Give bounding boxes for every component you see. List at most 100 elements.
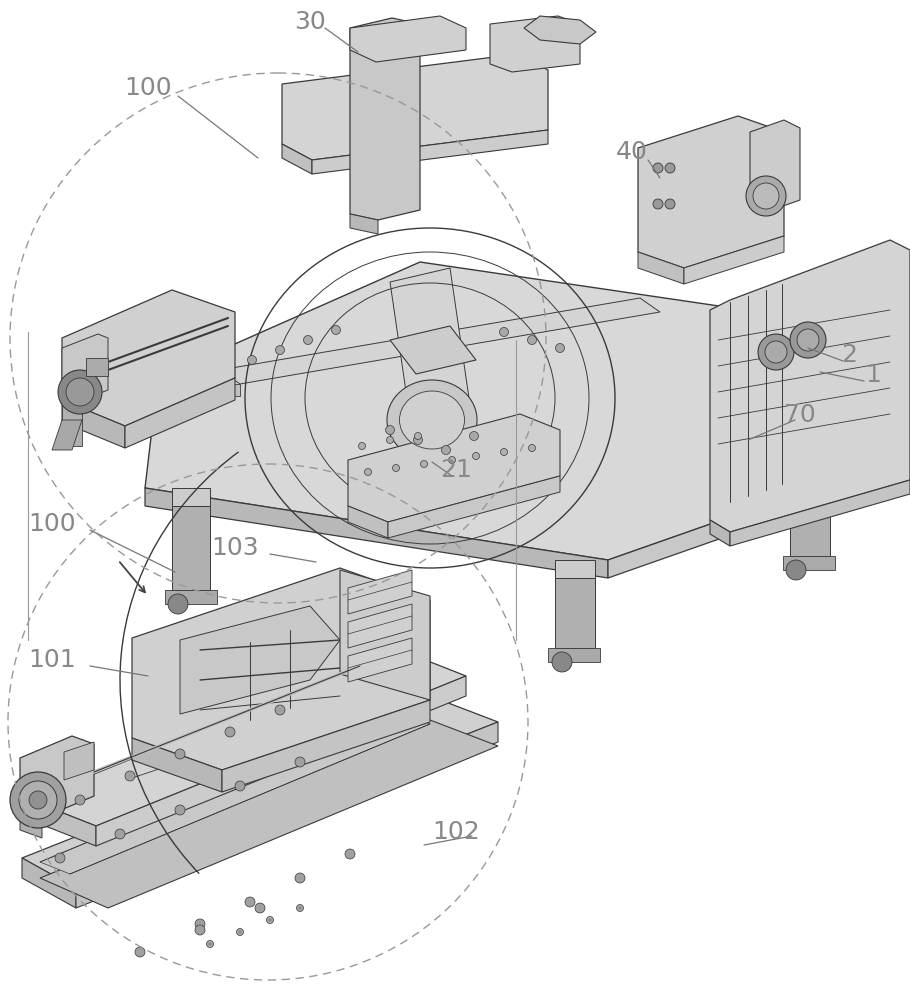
Circle shape	[392, 464, 399, 472]
Polygon shape	[348, 604, 412, 648]
Polygon shape	[40, 712, 430, 874]
Polygon shape	[30, 800, 96, 846]
Circle shape	[414, 432, 421, 440]
Polygon shape	[30, 650, 466, 826]
Circle shape	[753, 183, 779, 209]
Circle shape	[135, 947, 145, 957]
Circle shape	[268, 918, 271, 922]
Circle shape	[175, 805, 185, 815]
Circle shape	[449, 456, 456, 464]
Text: 70: 70	[784, 403, 816, 427]
Circle shape	[235, 781, 245, 791]
Polygon shape	[222, 700, 430, 792]
Circle shape	[255, 903, 265, 913]
Text: 100: 100	[124, 76, 172, 100]
Circle shape	[275, 705, 285, 715]
Circle shape	[175, 749, 185, 759]
Circle shape	[29, 791, 47, 809]
Circle shape	[665, 163, 675, 173]
Polygon shape	[20, 810, 42, 838]
Polygon shape	[638, 116, 784, 268]
Circle shape	[555, 344, 564, 353]
Polygon shape	[783, 556, 835, 570]
Text: 101: 101	[28, 648, 76, 672]
Polygon shape	[125, 378, 235, 448]
Polygon shape	[348, 506, 388, 538]
Polygon shape	[62, 400, 125, 448]
Polygon shape	[172, 488, 210, 506]
Circle shape	[75, 795, 85, 805]
Circle shape	[386, 426, 395, 434]
Circle shape	[470, 432, 479, 440]
Circle shape	[267, 916, 274, 924]
Polygon shape	[340, 570, 430, 700]
Polygon shape	[390, 326, 476, 374]
Circle shape	[295, 873, 305, 883]
Polygon shape	[145, 488, 608, 578]
Polygon shape	[608, 468, 870, 578]
Polygon shape	[710, 520, 730, 546]
Ellipse shape	[399, 391, 464, 449]
Circle shape	[472, 452, 480, 460]
Circle shape	[304, 336, 312, 344]
Circle shape	[58, 370, 102, 414]
Circle shape	[195, 919, 205, 929]
Polygon shape	[282, 144, 312, 174]
Text: 102: 102	[432, 820, 480, 844]
Circle shape	[276, 346, 285, 355]
Polygon shape	[524, 16, 596, 44]
Polygon shape	[62, 334, 108, 404]
Polygon shape	[64, 742, 94, 780]
Polygon shape	[348, 414, 560, 522]
Polygon shape	[220, 384, 240, 396]
Polygon shape	[730, 480, 910, 546]
Polygon shape	[62, 404, 82, 446]
Ellipse shape	[387, 380, 477, 460]
Circle shape	[125, 771, 135, 781]
Polygon shape	[145, 262, 882, 560]
Polygon shape	[132, 568, 430, 770]
Circle shape	[501, 448, 508, 456]
Circle shape	[528, 336, 537, 344]
Circle shape	[195, 925, 205, 935]
Polygon shape	[350, 18, 420, 220]
Polygon shape	[790, 470, 830, 486]
Circle shape	[365, 468, 371, 476]
Text: 40: 40	[616, 140, 648, 164]
Polygon shape	[165, 590, 217, 604]
Text: 103: 103	[211, 536, 258, 560]
Polygon shape	[490, 16, 580, 72]
Circle shape	[248, 356, 257, 364]
Circle shape	[758, 334, 794, 370]
Polygon shape	[684, 236, 784, 284]
Circle shape	[359, 442, 366, 450]
Circle shape	[552, 652, 572, 672]
Polygon shape	[790, 486, 830, 556]
Circle shape	[297, 904, 304, 912]
Polygon shape	[710, 240, 910, 532]
Polygon shape	[62, 290, 235, 426]
Text: 21: 21	[440, 458, 472, 482]
Circle shape	[345, 849, 355, 859]
Polygon shape	[348, 570, 412, 614]
Circle shape	[115, 829, 125, 839]
Circle shape	[653, 199, 663, 209]
Polygon shape	[638, 252, 684, 284]
Polygon shape	[750, 120, 800, 212]
Circle shape	[441, 446, 450, 454]
Polygon shape	[76, 722, 498, 908]
Circle shape	[298, 906, 301, 910]
Text: 100: 100	[28, 512, 76, 536]
Circle shape	[225, 727, 235, 737]
Polygon shape	[350, 16, 466, 62]
Circle shape	[168, 594, 188, 614]
Circle shape	[665, 199, 675, 209]
Circle shape	[238, 930, 241, 934]
Polygon shape	[388, 476, 560, 538]
Polygon shape	[312, 130, 548, 174]
Polygon shape	[172, 506, 210, 590]
Circle shape	[245, 897, 255, 907]
Polygon shape	[220, 298, 660, 384]
Circle shape	[529, 444, 535, 452]
Polygon shape	[350, 214, 378, 234]
